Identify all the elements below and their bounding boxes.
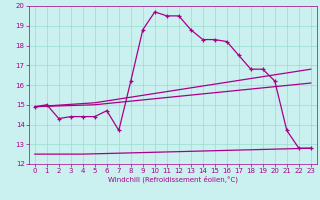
X-axis label: Windchill (Refroidissement éolien,°C): Windchill (Refroidissement éolien,°C) <box>108 176 238 183</box>
